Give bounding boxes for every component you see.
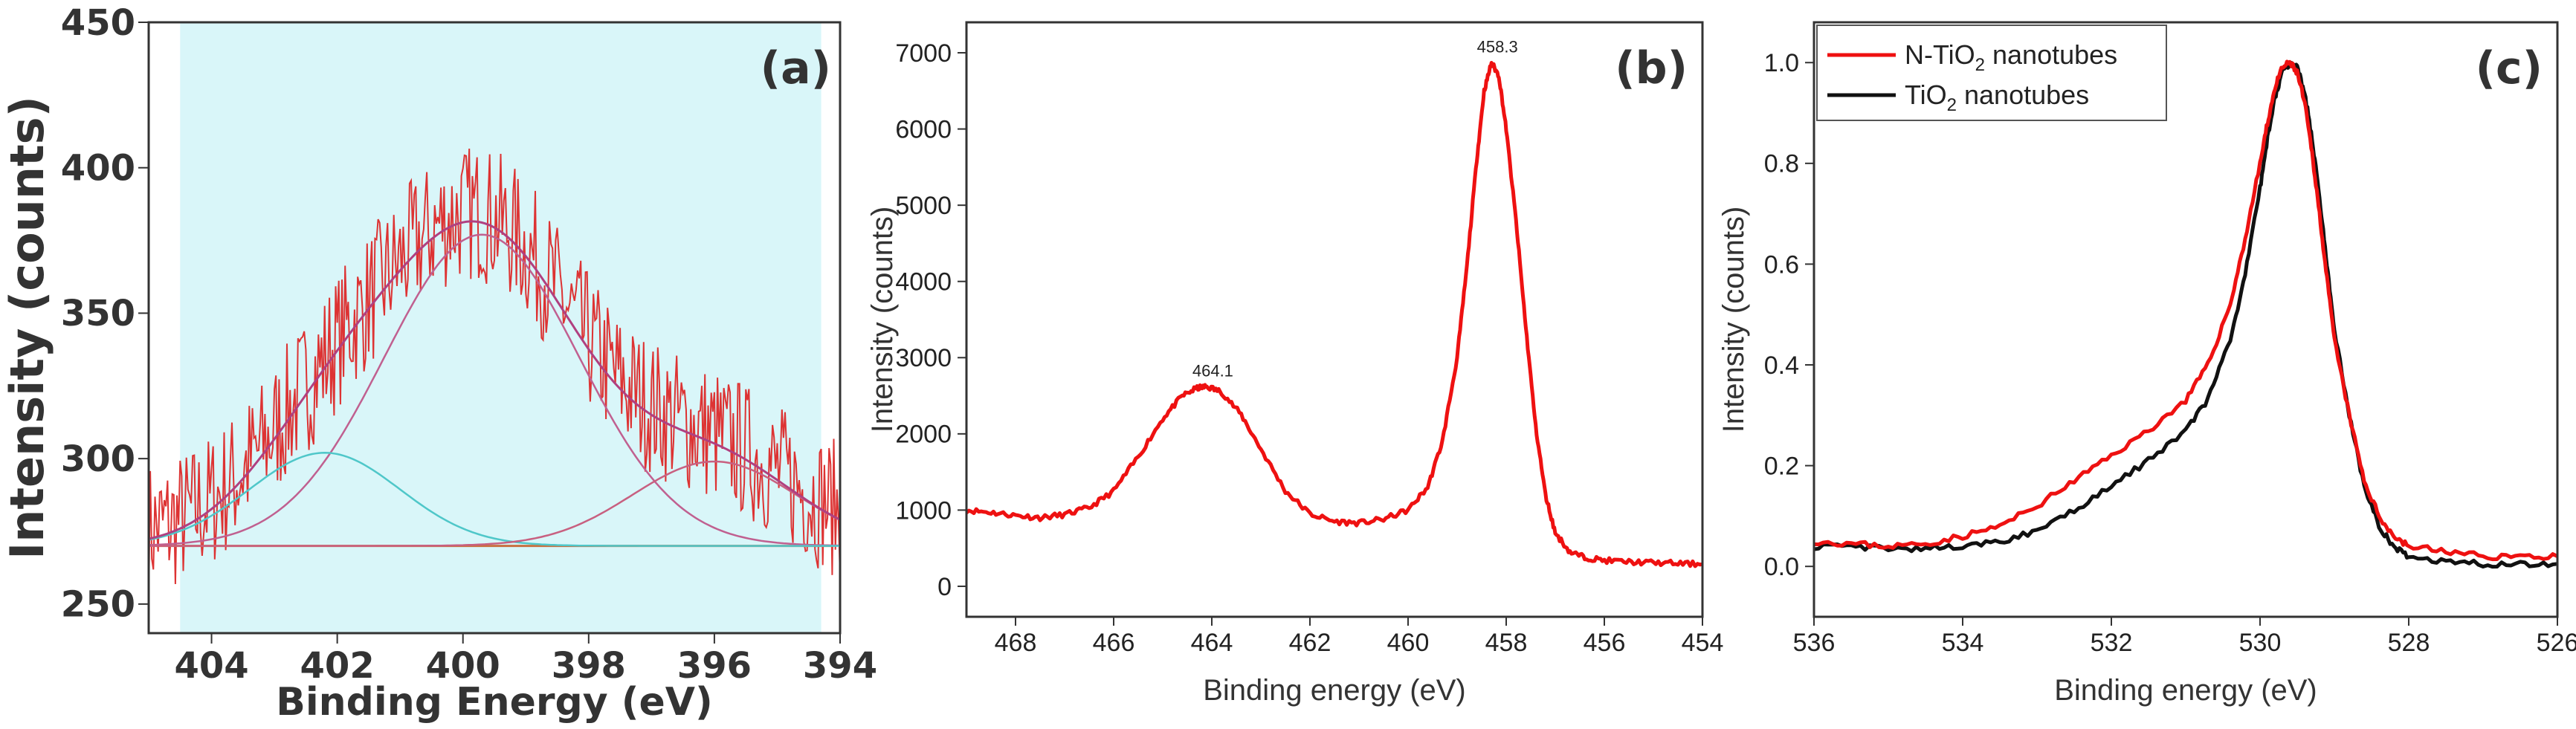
- x-tick-label: 466: [1093, 629, 1135, 657]
- panel-a-raw-spectrum: [148, 148, 841, 600]
- x-tick-label: 536: [1793, 629, 1836, 657]
- panel-b-frame: [965, 21, 1704, 618]
- y-tick-label: 0.8: [1764, 150, 1799, 178]
- x-tick-label: 458: [1485, 629, 1528, 657]
- panel-a-xlabel: Binding Energy (eV): [276, 680, 713, 725]
- panel-a-shaded-region: [180, 22, 821, 633]
- panel-b: 468 466 464 462 460 458 456 454 0 1000 2000 3000 400…: [866, 21, 1724, 707]
- y-tick-label: 0.4: [1764, 351, 1799, 380]
- x-tick-label: 464: [1191, 629, 1233, 657]
- panel-c-ylabel: Intensity (counts): [1717, 207, 1750, 433]
- y-tick-label: 0.0: [1764, 553, 1799, 581]
- y-tick-label: 250: [61, 584, 135, 626]
- x-tick-label: 456: [1584, 629, 1626, 657]
- y-tick-label: 3000: [895, 344, 952, 372]
- x-tick-label: 454: [1682, 629, 1724, 657]
- panel-c-label: (c): [2476, 42, 2543, 94]
- x-tick-label: 532: [2091, 629, 2133, 657]
- x-tick-label: 398: [552, 645, 626, 687]
- legend-label-tio2: TiO2 nanotubes: [1905, 80, 2089, 115]
- panel-a-frame: [147, 21, 842, 635]
- panel-a-component-400: [148, 233, 841, 547]
- x-tick-label: 394: [803, 645, 877, 687]
- y-tick-label: 0.2: [1764, 453, 1799, 481]
- panel-c-xlabel: Binding energy (eV): [2054, 674, 2317, 707]
- y-tick-label: 7000: [895, 39, 952, 68]
- y-tick-label: 300: [61, 438, 135, 480]
- y-tick-label: 5000: [895, 192, 952, 220]
- x-tick-label: 530: [2239, 629, 2282, 657]
- y-tick-label: 400: [61, 148, 135, 189]
- panel-b-xlabel: Binding energy (eV): [1203, 674, 1466, 707]
- panel-b-ylabel: Intensity (counts): [866, 207, 899, 433]
- panel-a-label: (a): [761, 42, 831, 94]
- x-tick-label: 468: [995, 629, 1037, 657]
- panel-c-series-tio2: [1813, 61, 2558, 569]
- x-tick-label: 404: [174, 645, 248, 687]
- panel-c-series-n-tio2: [1813, 59, 2559, 562]
- x-tick-label: 528: [2388, 629, 2430, 657]
- y-tick-label: 4000: [895, 268, 952, 297]
- x-tick-label: 534: [1942, 629, 1984, 657]
- x-tick-label: 460: [1387, 629, 1430, 657]
- x-tick-label: 400: [426, 645, 500, 687]
- y-tick-label: 0.6: [1764, 250, 1799, 279]
- panel-b-label: (b): [1615, 42, 1688, 94]
- x-tick-label: 526: [2537, 629, 2576, 657]
- y-tick-label: 1000: [895, 496, 952, 525]
- panel-c-frame: [1812, 21, 2559, 618]
- panel-a: 404 402 400 398 396 394 450 400 350 300 250 (a) Bi…: [0, 2, 877, 725]
- x-tick-label: 402: [300, 645, 375, 687]
- panel-b-peak-label-458: 458.3: [1477, 37, 1518, 56]
- panel-b-series-ti2p: [965, 61, 1703, 568]
- panel-b-peak-label-464: 464.1: [1192, 361, 1233, 380]
- legend-box: [1816, 25, 2167, 121]
- y-tick-label: 1.0: [1764, 49, 1799, 77]
- y-tick-label: 6000: [895, 115, 952, 143]
- y-tick-label: 350: [61, 293, 135, 334]
- panel-a-component-396: [149, 460, 841, 547]
- panel-c: 536 534 532 530 528 526 0.0 0.2 0.4 0.6 0.8 1.0 N-T…: [1717, 21, 2576, 707]
- x-tick-label: 462: [1289, 629, 1331, 657]
- panel-a-envelope: [148, 220, 841, 540]
- x-tick-label: 396: [677, 645, 752, 687]
- panel-a-ylabel: Intensity (counts): [0, 96, 54, 560]
- legend-label-n-tio2: N-TiO2 nanotubes: [1905, 39, 2117, 75]
- y-tick-label: 2000: [895, 421, 952, 449]
- panel-c-legend: N-TiO2 nanotubes TiO2 nanotubes: [1816, 25, 2167, 121]
- panel-a-component-402: [148, 452, 840, 547]
- y-tick-label: 450: [61, 2, 135, 44]
- y-tick-label: 0: [937, 573, 952, 601]
